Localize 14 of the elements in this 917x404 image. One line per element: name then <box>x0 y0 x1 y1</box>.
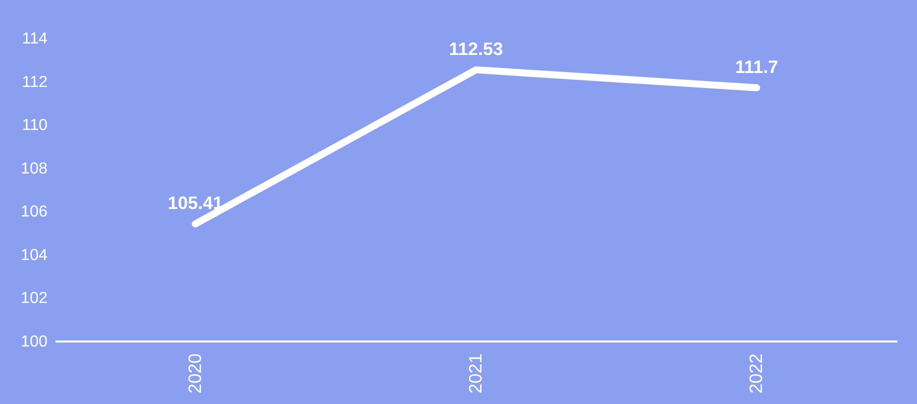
y-tick-label: 108 <box>20 160 48 178</box>
data-label: 111.7 <box>735 56 778 77</box>
y-tick-label: 112 <box>22 74 48 91</box>
y-tick-label: 100 <box>20 334 48 350</box>
x-tick-label: 2021 <box>466 354 486 394</box>
data-label: 105.41 <box>168 192 223 213</box>
x-tick-label: 2022 <box>746 354 766 394</box>
y-tick-label: 110 <box>22 117 48 134</box>
y-tick-label: 114 <box>22 30 48 48</box>
y-tick-label: 102 <box>20 290 48 308</box>
y-tick-label: 106 <box>20 204 48 221</box>
x-tick-label: 2020 <box>184 354 205 394</box>
y-tick-label: 104 <box>20 246 48 264</box>
data-label: 112.53 <box>448 38 504 59</box>
